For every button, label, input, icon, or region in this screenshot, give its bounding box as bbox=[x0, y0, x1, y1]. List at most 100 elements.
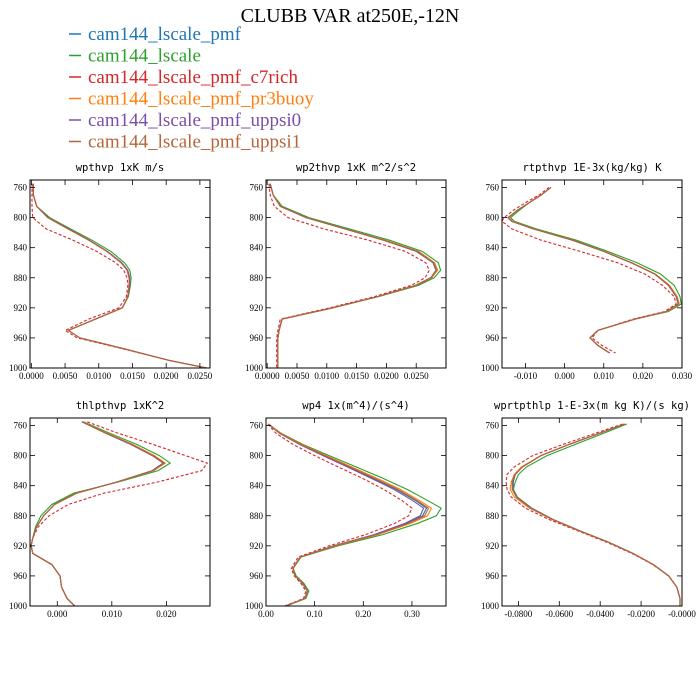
series-line bbox=[31, 183, 207, 368]
figure-title: CLUBB VAR at250E,-12N bbox=[241, 5, 460, 27]
y-tick-label: 800 bbox=[14, 451, 28, 461]
series-line bbox=[268, 183, 430, 368]
plot-frame bbox=[29, 179, 211, 369]
panel-grid: wpthvp 1xK m/s76080084088092096010000.00… bbox=[9, 162, 696, 619]
x-tick-label: -0.0800 bbox=[504, 609, 532, 619]
y-tick-label: 1000 bbox=[9, 363, 28, 373]
y-tick-label: 920 bbox=[14, 541, 28, 551]
x-tick-label: -0.010 bbox=[514, 371, 538, 381]
series-line bbox=[32, 183, 207, 368]
x-tick-label: 0.0100 bbox=[86, 371, 111, 381]
series-line bbox=[509, 423, 681, 606]
y-tick-label: 920 bbox=[250, 303, 264, 313]
y-tick-label: 760 bbox=[250, 183, 264, 193]
y-tick-label: 800 bbox=[486, 213, 500, 223]
y-tick-label: 1000 bbox=[245, 601, 264, 611]
y-tick-label: 880 bbox=[14, 273, 28, 283]
plot-frame bbox=[501, 417, 683, 607]
series-line bbox=[269, 183, 442, 368]
plot-frame bbox=[265, 417, 447, 607]
series-line bbox=[267, 423, 413, 606]
x-tick-label: 0.0050 bbox=[53, 371, 78, 381]
y-tick-label: 1000 bbox=[481, 363, 500, 373]
y-tick-label: 800 bbox=[486, 451, 500, 461]
x-tick-label: 0.020 bbox=[156, 609, 177, 619]
legend-item: cam144_lscale bbox=[69, 46, 201, 67]
x-tick-label: 0.0000 bbox=[255, 371, 280, 381]
plot-frame bbox=[501, 179, 683, 369]
legend-label: cam144_lscale bbox=[88, 46, 201, 67]
panel-6: wprtpthlp 1-E-3x(m kg K)/(s kg) 760 800 840… bbox=[481, 400, 696, 619]
legend-item: cam144_lscale_pmf_c7rich bbox=[69, 67, 298, 88]
legend-item: cam144_lscale_pmf bbox=[69, 24, 242, 45]
series-line bbox=[268, 423, 433, 606]
legend-label: cam144_lscale_pmf_uppsi0 bbox=[88, 110, 301, 131]
series-line bbox=[30, 421, 167, 606]
x-tick-label: 0.0150 bbox=[344, 371, 369, 381]
y-tick-label: 1000 bbox=[9, 601, 28, 611]
panel-title: wp2thvp 1xK m^2/s^2 bbox=[296, 162, 416, 174]
panel-title: wprtpthlp 1-E-3x(m kg K)/(s kg) bbox=[494, 400, 690, 412]
series-line bbox=[30, 421, 209, 606]
y-tick-label: 960 bbox=[486, 333, 500, 343]
panel-3: rtpthvp 1E-3x(kg/kg) K 760 800 840 880 920 960… bbox=[481, 162, 693, 381]
legend-label: cam144_lscale_pmf_uppsi1 bbox=[88, 132, 301, 153]
plot-frame bbox=[29, 417, 211, 607]
series-line bbox=[507, 187, 680, 354]
panel-title: wp4 1x(m^4)/(s^4) bbox=[302, 400, 409, 412]
x-tick-label: 0.20 bbox=[355, 609, 371, 619]
y-tick-label: 840 bbox=[486, 243, 500, 253]
series-line bbox=[32, 183, 207, 368]
y-tick-label: 840 bbox=[14, 481, 28, 491]
x-tick-label: -0.0600 bbox=[545, 609, 573, 619]
y-tick-label: 1000 bbox=[481, 601, 500, 611]
y-tick-label: 760 bbox=[14, 421, 28, 431]
series-line bbox=[32, 183, 207, 368]
y-tick-label: 800 bbox=[250, 451, 264, 461]
y-tick-label: 920 bbox=[250, 541, 264, 551]
series-line bbox=[32, 183, 207, 368]
x-tick-label: 0.0000 bbox=[19, 371, 44, 381]
series-line bbox=[505, 423, 681, 606]
x-tick-label: 0.000 bbox=[554, 371, 575, 381]
y-tick-label: 760 bbox=[250, 421, 264, 431]
series-line bbox=[30, 421, 166, 606]
plot-frame bbox=[265, 179, 447, 369]
legend: cam144_lscale_pmfcam144_lscalecam144_lsc… bbox=[69, 24, 314, 153]
legend-label: cam144_lscale_pmf bbox=[88, 24, 242, 45]
x-tick-label: 0.10 bbox=[307, 609, 323, 619]
legend-item: cam144_lscale_pmf_uppsi1 bbox=[69, 132, 301, 153]
y-tick-label: 920 bbox=[14, 303, 28, 313]
y-tick-label: 760 bbox=[14, 183, 28, 193]
x-tick-label: 0.010 bbox=[102, 609, 123, 619]
x-tick-label: 0.020 bbox=[633, 371, 654, 381]
x-tick-label: 0.0200 bbox=[154, 371, 179, 381]
series-line bbox=[512, 423, 681, 606]
x-tick-label: 0.0100 bbox=[314, 371, 339, 381]
panel-title: wpthvp 1xK m/s bbox=[76, 162, 165, 174]
y-tick-label: 840 bbox=[14, 243, 28, 253]
y-tick-label: 880 bbox=[250, 511, 264, 521]
panel-5: wp4 1x(m^4)/(s^4)76080084088092096010000… bbox=[245, 400, 447, 619]
series-line bbox=[512, 423, 681, 606]
x-tick-label: -0.0400 bbox=[586, 609, 614, 619]
series-line bbox=[509, 187, 682, 354]
series-line bbox=[268, 423, 442, 606]
x-tick-label: 0.0150 bbox=[120, 371, 145, 381]
y-tick-label: 840 bbox=[486, 481, 500, 491]
x-tick-label: 0.0200 bbox=[374, 371, 399, 381]
y-tick-label: 840 bbox=[250, 481, 264, 491]
y-tick-label: 960 bbox=[14, 571, 28, 581]
y-tick-label: 960 bbox=[250, 333, 264, 343]
x-tick-label: 0.030 bbox=[672, 371, 693, 381]
series-line bbox=[269, 183, 438, 368]
y-tick-label: 880 bbox=[486, 511, 500, 521]
series-line bbox=[268, 423, 425, 606]
x-tick-label: 0.0050 bbox=[285, 371, 310, 381]
series-line bbox=[268, 423, 428, 606]
y-tick-label: 960 bbox=[14, 333, 28, 343]
y-tick-label: 800 bbox=[250, 213, 264, 223]
legend-label: cam144_lscale_pmf_pr3buoy bbox=[88, 89, 314, 110]
panel-2: wp2thvp 1xK m^2/s^2 760 800 840 880 920 960 100… bbox=[245, 162, 447, 381]
y-tick-label: 920 bbox=[486, 303, 500, 313]
